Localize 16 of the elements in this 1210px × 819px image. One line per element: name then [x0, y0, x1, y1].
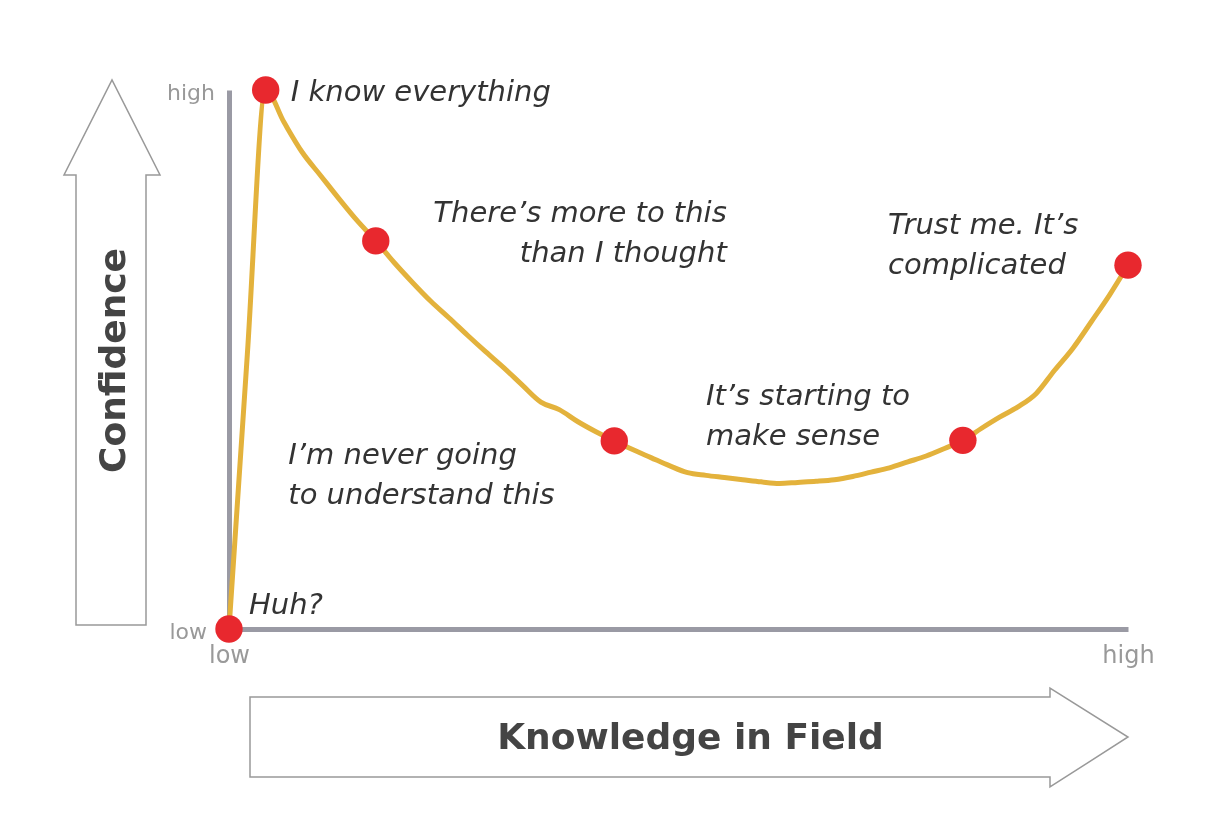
text: high — [167, 80, 215, 105]
annotation: It’s starting to make sense — [705, 378, 911, 453]
point — [600, 427, 628, 455]
annotation: I know everything — [290, 74, 551, 108]
point — [362, 227, 390, 255]
point — [215, 615, 243, 643]
text: low — [169, 619, 207, 644]
x-axis-title: Knowledge in Field — [497, 715, 884, 757]
point — [252, 76, 280, 104]
point — [949, 426, 977, 455]
annotation: There’s more to this than I thought — [433, 194, 729, 269]
annotation: I’m never going to understand this — [288, 436, 555, 511]
y-axis-title: Confidence — [91, 247, 133, 474]
annotation: Trust me. It’s complicated — [888, 207, 1079, 282]
annotation: Huh? — [249, 587, 323, 621]
point — [1114, 251, 1142, 279]
